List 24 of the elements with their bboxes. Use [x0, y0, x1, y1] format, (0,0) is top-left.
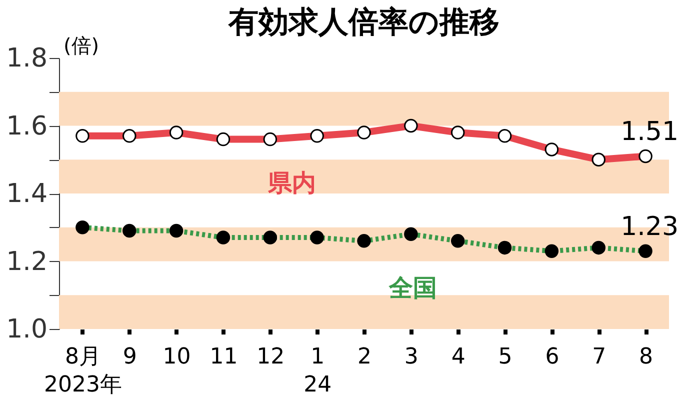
y-tick-label: 1.2 — [6, 246, 48, 277]
y-tick-label: 1.0 — [6, 314, 48, 344]
x-tick-label: 10 — [162, 344, 191, 370]
x-tick-label: 2 — [358, 344, 372, 370]
x-tick-label: 11 — [210, 344, 238, 370]
y-axis-title: (倍) — [64, 34, 100, 58]
x-tick-label: 4 — [451, 344, 466, 370]
series-label: 県内 — [267, 168, 316, 197]
y-tick-label: 1.6 — [6, 111, 48, 142]
data-label: 1.51 — [620, 117, 678, 148]
x-tick-label: 8 — [639, 344, 654, 370]
x-tick-label: 9 — [122, 344, 137, 370]
y-tick-label: 1.8 — [6, 44, 48, 74]
y-tick-label: 1.4 — [6, 179, 48, 209]
data-label: 1.23 — [620, 212, 678, 242]
x-tick-label: 8月 2023年 — [44, 344, 122, 398]
x-tick-label: 12 — [256, 344, 285, 370]
x-tick-label: 5 — [498, 344, 512, 370]
x-tick-label: 6 — [545, 344, 560, 370]
x-tick-label: 3 — [404, 344, 418, 370]
x-tick-label: 7 — [592, 344, 606, 370]
series-label: 全国 — [388, 274, 437, 302]
chart-title: 有効求人倍率の推移 — [228, 5, 500, 40]
x-tick-label: 1 24 — [304, 344, 332, 398]
